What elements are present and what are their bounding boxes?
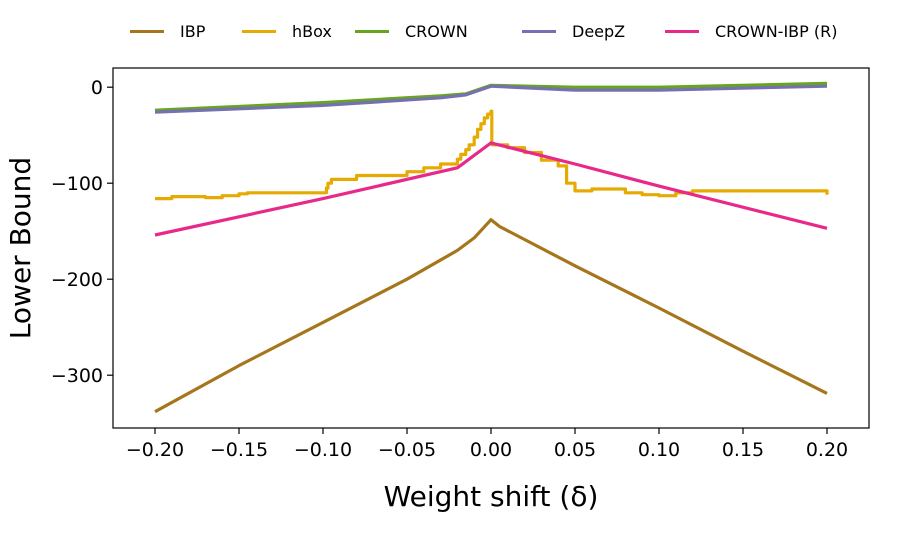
- x-tick-label: −0.15: [210, 439, 268, 461]
- legend-swatch: [242, 30, 276, 33]
- legend-label: IBP: [180, 22, 206, 41]
- series-line-crown-ibp-r: [154, 141, 828, 237]
- legend-item: DeepZ: [522, 22, 625, 41]
- legend-label: hBox: [292, 22, 332, 41]
- x-tick-label: −0.10: [294, 439, 352, 461]
- legend-label: DeepZ: [572, 22, 626, 41]
- y-axis-title: Lower Bound: [4, 157, 37, 339]
- legend-swatch: [130, 30, 164, 33]
- y-axis-ticks: 0 −100 −200 −300: [51, 77, 113, 387]
- y-tick-label: −100: [51, 173, 103, 195]
- y-tick-label: −300: [51, 365, 103, 387]
- x-axis-title: Weight shift (δ): [384, 480, 599, 513]
- series-line-deepz: [154, 84, 828, 114]
- legend-swatch: [355, 30, 389, 33]
- legend-swatch: [522, 30, 556, 33]
- legend-item: CROWN: [355, 22, 468, 41]
- legend-label: CROWN: [405, 22, 468, 41]
- legend-item: CROWN-IBP (R): [665, 22, 837, 41]
- x-tick-label: 0.00: [470, 439, 512, 461]
- series-layer: [154, 81, 829, 414]
- legend-item: IBP: [130, 22, 205, 41]
- y-tick-label: 0: [91, 77, 103, 99]
- chart-legend: IBP hBox CROWN DeepZ CROWN-IBP (R): [0, 22, 900, 50]
- x-tick-label: 0.10: [638, 439, 680, 461]
- series-line-ibp: [154, 218, 828, 414]
- legend-swatch: [665, 30, 699, 33]
- x-tick-label: −0.20: [126, 439, 184, 461]
- x-tick-label: −0.05: [378, 439, 436, 461]
- x-axis-ticks: −0.20 −0.15 −0.10 −0.05 0.00 0.05 0.10 0.15 0.20: [126, 428, 848, 461]
- x-tick-label: 0.15: [722, 439, 764, 461]
- legend-item: hBox: [242, 22, 332, 41]
- x-tick-label: 0.05: [554, 439, 596, 461]
- series-line-hbox: [155, 109, 829, 201]
- y-tick-label: −200: [51, 269, 103, 291]
- legend-label: CROWN-IBP (R): [715, 22, 838, 41]
- x-tick-label: 0.20: [806, 439, 848, 461]
